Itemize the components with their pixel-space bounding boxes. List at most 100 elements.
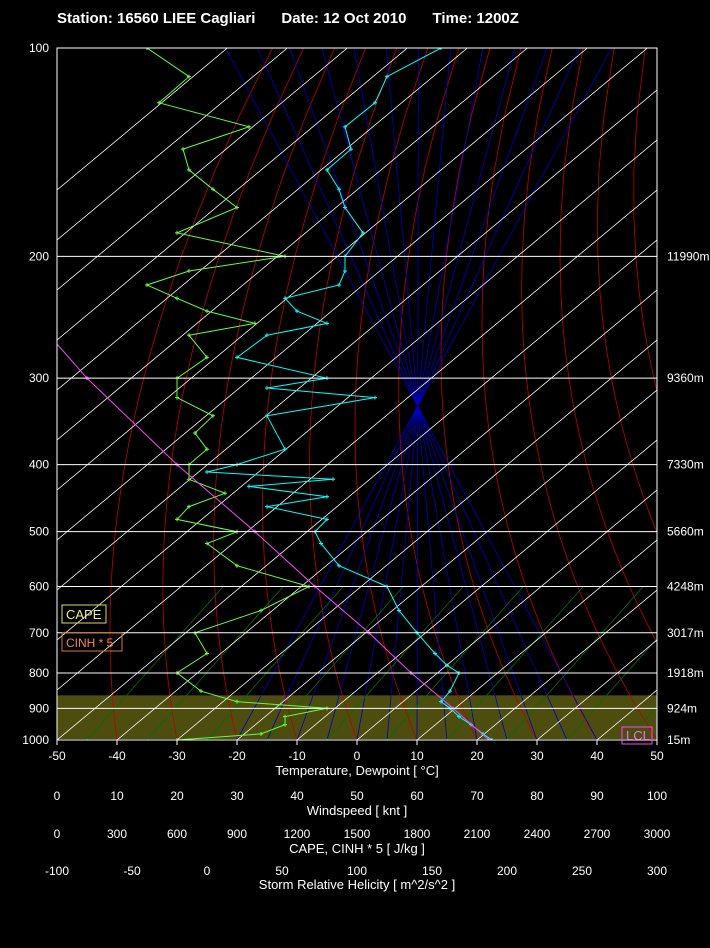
axis-tick-label: 40 bbox=[590, 749, 604, 763]
dry-adiabat bbox=[398, 48, 478, 740]
temperature-point bbox=[337, 282, 341, 287]
dry-adiabat bbox=[559, 48, 657, 644]
axis-tick-label: 20 bbox=[470, 749, 484, 763]
dewpoint-point bbox=[145, 48, 149, 50]
axis-tick-label: 150 bbox=[422, 864, 442, 878]
pressure-tick-label: 100 bbox=[29, 41, 49, 55]
dewpoint-point bbox=[211, 413, 215, 418]
pressure-tick-label: 700 bbox=[29, 626, 49, 640]
axis-tick-label: 300 bbox=[647, 864, 667, 878]
temperature-point bbox=[325, 167, 329, 172]
axis-label: Storm Relative Helicity [ m^2/s^2 ] bbox=[259, 877, 455, 892]
mixing-ratio-line bbox=[86, 586, 224, 740]
temperature-point bbox=[373, 395, 377, 400]
temperature-point bbox=[361, 230, 365, 235]
axis-tick-label: 1200 bbox=[284, 827, 311, 841]
temperature-point bbox=[265, 504, 269, 509]
cape-layer-band bbox=[57, 695, 657, 739]
temperature-point bbox=[247, 484, 251, 489]
dewpoint-point bbox=[247, 124, 251, 129]
dewpoint-point bbox=[187, 268, 191, 273]
mixing-ratio-line bbox=[266, 586, 404, 740]
parcel-line bbox=[57, 343, 490, 740]
dewpoint-point bbox=[187, 504, 191, 509]
axis-tick-label: 2700 bbox=[584, 827, 611, 841]
axis-tick-label: 0 bbox=[204, 864, 211, 878]
isotherm-line bbox=[296, 439, 657, 740]
temperature-point bbox=[349, 147, 353, 152]
moist-adiabat bbox=[385, 48, 448, 740]
dewpoint-point bbox=[199, 689, 203, 694]
mixing-ratio-line bbox=[206, 586, 344, 740]
dewpoint-line bbox=[145, 48, 328, 740]
axis-tick-label: -10 bbox=[288, 749, 306, 763]
plot-frame bbox=[56, 47, 658, 741]
mixing-ratio-line bbox=[446, 586, 584, 740]
dewpoint-point bbox=[175, 296, 179, 301]
date-label: Date: 12 Oct 2010 bbox=[281, 10, 407, 27]
moist-adiabat bbox=[353, 48, 478, 740]
height-label: 1918m bbox=[667, 666, 704, 680]
axis-tick-label: 50 bbox=[275, 864, 289, 878]
axis-tick-label: 600 bbox=[167, 827, 187, 841]
temperature-point bbox=[337, 563, 341, 568]
isotherm-line bbox=[57, 48, 408, 341]
axis-tick-label: 30 bbox=[530, 749, 544, 763]
isotherm-line bbox=[57, 48, 288, 241]
axis-tick-label: 300 bbox=[107, 827, 127, 841]
mixing-ratio-line bbox=[566, 637, 657, 740]
dewpoint-point bbox=[193, 430, 197, 435]
axis-tick-label: 3000 bbox=[644, 827, 671, 841]
pressure-tick-label: 400 bbox=[29, 458, 49, 472]
axis-tick-label: 0 bbox=[54, 827, 61, 841]
axis-tick-label: -30 bbox=[168, 749, 186, 763]
lcl-legend-box bbox=[621, 726, 653, 745]
dry-adiabat bbox=[354, 48, 429, 740]
dewpoint-point bbox=[205, 355, 209, 360]
temperature-point bbox=[448, 689, 452, 694]
temperature-point bbox=[439, 699, 443, 704]
axis-tick-label: 250 bbox=[572, 864, 592, 878]
dewpoint-point bbox=[253, 321, 257, 326]
height-label: 15m bbox=[667, 733, 690, 747]
moist-adiabat bbox=[356, 48, 484, 740]
isotherm-line bbox=[416, 539, 657, 740]
pressure-tick-label: 300 bbox=[29, 371, 49, 385]
axis-tick-label: 70 bbox=[470, 789, 484, 803]
dewpoint-point bbox=[223, 491, 227, 496]
isotherm-line bbox=[116, 289, 657, 740]
axis-tick-label: 2100 bbox=[464, 827, 491, 841]
pressure-tick-label: 800 bbox=[29, 666, 49, 680]
dry-adiabat bbox=[596, 48, 657, 534]
axis-tick-label: 20 bbox=[170, 789, 184, 803]
isotherm-line bbox=[176, 339, 657, 740]
moist-adiabat bbox=[296, 48, 548, 740]
axis-tick-label: 2400 bbox=[524, 827, 551, 841]
axis-tick-label: 200 bbox=[497, 864, 517, 878]
temperature-point bbox=[445, 663, 449, 668]
axis-tick-label: -50 bbox=[123, 864, 141, 878]
dewpoint-point bbox=[235, 205, 239, 210]
temperature-point bbox=[265, 413, 269, 418]
pressure-tick-label: 200 bbox=[29, 249, 49, 263]
moist-adiabat bbox=[289, 48, 538, 740]
dewpoint-point bbox=[187, 333, 191, 338]
isotherm-line bbox=[476, 589, 657, 740]
axis-tick-label: 50 bbox=[350, 789, 364, 803]
dry-adiabat bbox=[213, 48, 336, 740]
isotherm-line bbox=[57, 89, 657, 591]
dry-adiabat bbox=[262, 48, 367, 740]
isotherm-line bbox=[57, 139, 657, 641]
dewpoint-point bbox=[235, 563, 239, 568]
temperature-point bbox=[325, 321, 329, 326]
axis-tick-label: 50 bbox=[650, 749, 664, 763]
temperature-point bbox=[283, 447, 287, 452]
isotherm-line bbox=[57, 48, 468, 391]
dewpoint-point bbox=[205, 651, 209, 656]
axis-tick-label: 1800 bbox=[404, 827, 431, 841]
isotherm-line bbox=[57, 48, 228, 191]
axis-tick-label: 0 bbox=[354, 749, 361, 763]
height-label: 7330m bbox=[667, 458, 704, 472]
axis-tick-label: 90 bbox=[590, 789, 604, 803]
axis-tick-label: 10 bbox=[110, 789, 124, 803]
